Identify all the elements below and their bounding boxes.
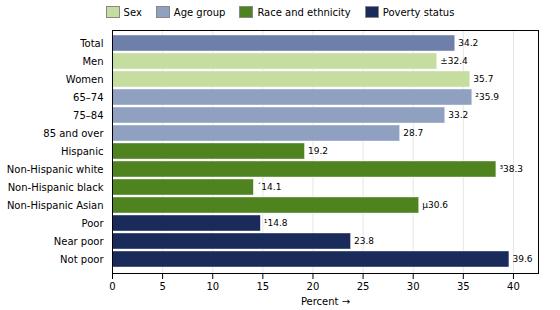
svg-text:33.2: 33.2 (448, 110, 468, 120)
svg-text:25: 25 (357, 281, 370, 292)
svg-text:¹14.8: ¹14.8 (264, 218, 288, 228)
svg-text:Women: Women (66, 74, 104, 85)
svg-text:34.2: 34.2 (458, 38, 478, 48)
svg-text:30: 30 (407, 281, 420, 292)
svg-text:²35.9: ²35.9 (475, 92, 499, 102)
svg-text:´14.1: ´14.1 (257, 182, 282, 192)
svg-text:Total: Total (79, 38, 103, 49)
svg-text:Non-Hispanic Asian: Non-Hispanic Asian (7, 200, 104, 211)
svg-text:40: 40 (507, 281, 520, 292)
svg-text:15: 15 (256, 281, 269, 292)
svg-text:Percent →: Percent → (301, 296, 350, 307)
svg-text:19.2: 19.2 (308, 146, 328, 156)
svg-text:±32.4: ±32.4 (440, 56, 468, 66)
html-text:Poverty status: Poverty status (382, 6, 455, 18)
svg-text:35.7: 35.7 (473, 74, 493, 84)
svg-text:Non-Hispanic white: Non-Hispanic white (7, 164, 104, 175)
svg-text:Near poor: Near poor (54, 236, 105, 247)
svg-text:39.6: 39.6 (512, 254, 532, 264)
svg-text:Men: Men (82, 56, 103, 67)
svg-text:³38.3: ³38.3 (499, 164, 523, 174)
svg-text:Not poor: Not poor (60, 254, 104, 265)
svg-text:0: 0 (109, 281, 115, 292)
svg-text:85 and over: 85 and over (43, 128, 104, 139)
html-text:Race and ethnicity: Race and ethnicity (257, 6, 351, 18)
svg-text:5: 5 (159, 281, 165, 292)
html-text:Age group: Age group (173, 6, 226, 18)
svg-text:µ30.6: µ30.6 (422, 200, 448, 210)
svg-text:28.7: 28.7 (403, 128, 423, 138)
svg-text:20: 20 (307, 281, 320, 292)
svg-text:75–84: 75–84 (73, 110, 103, 121)
svg-text:35: 35 (457, 281, 470, 292)
svg-text:Non-Hispanic black: Non-Hispanic black (8, 182, 104, 193)
svg-text:10: 10 (206, 281, 219, 292)
svg-text:Poor: Poor (81, 218, 104, 229)
html-text:Sex: Sex (123, 6, 142, 18)
svg-text:23.8: 23.8 (354, 236, 374, 246)
svg-text:65–74: 65–74 (73, 92, 103, 103)
svg-text:Hispanic: Hispanic (61, 146, 104, 157)
